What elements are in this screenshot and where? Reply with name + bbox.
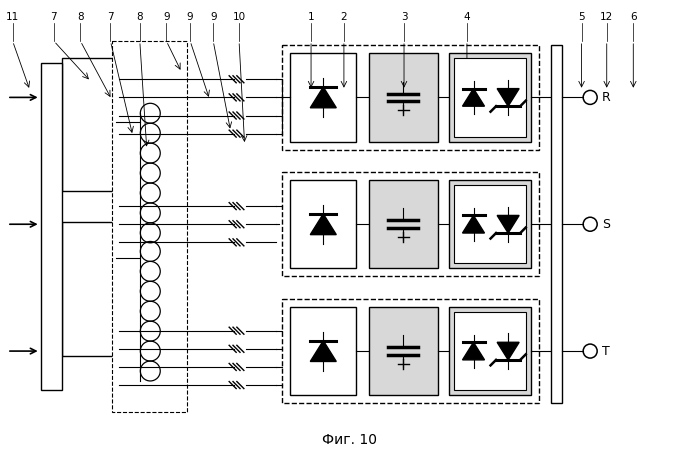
Bar — [454, 312, 526, 390]
Text: 8: 8 — [136, 12, 143, 22]
Polygon shape — [310, 341, 336, 361]
Bar — [290, 307, 356, 395]
Text: 11: 11 — [6, 12, 19, 22]
Text: 12: 12 — [600, 12, 613, 22]
Text: 6: 6 — [630, 12, 637, 22]
Bar — [369, 307, 438, 395]
Text: T: T — [602, 345, 610, 357]
Text: R: R — [602, 91, 611, 104]
Bar — [369, 53, 438, 141]
Polygon shape — [463, 216, 484, 233]
Bar — [454, 58, 526, 136]
Bar — [551, 45, 562, 403]
Text: 3: 3 — [401, 12, 408, 22]
Bar — [449, 180, 531, 268]
Bar — [449, 53, 531, 141]
Polygon shape — [497, 216, 519, 233]
Bar — [282, 172, 539, 276]
Polygon shape — [497, 342, 519, 360]
Text: 9: 9 — [210, 12, 217, 22]
Text: 9: 9 — [187, 12, 194, 22]
Text: 4: 4 — [463, 12, 470, 22]
Polygon shape — [463, 342, 484, 360]
Polygon shape — [310, 214, 336, 235]
Bar — [41, 63, 62, 390]
Text: 7: 7 — [50, 12, 57, 22]
Bar — [290, 180, 356, 268]
Bar — [112, 41, 187, 412]
Text: 9: 9 — [163, 12, 170, 22]
Bar — [62, 222, 116, 356]
Bar — [62, 58, 116, 191]
Bar — [290, 53, 356, 141]
Text: S: S — [602, 218, 610, 231]
Bar — [282, 45, 539, 149]
Bar — [369, 180, 438, 268]
Polygon shape — [497, 89, 519, 106]
Text: 1: 1 — [308, 12, 315, 22]
Text: 2: 2 — [340, 12, 347, 22]
Bar — [282, 299, 539, 403]
Text: 8: 8 — [77, 12, 84, 22]
Text: 7: 7 — [107, 12, 114, 22]
Polygon shape — [463, 89, 484, 106]
Text: 5: 5 — [578, 12, 585, 22]
Bar — [454, 185, 526, 263]
Text: Фиг. 10: Фиг. 10 — [322, 433, 377, 447]
Bar — [449, 307, 531, 395]
Text: 10: 10 — [233, 12, 245, 22]
Polygon shape — [310, 87, 336, 108]
